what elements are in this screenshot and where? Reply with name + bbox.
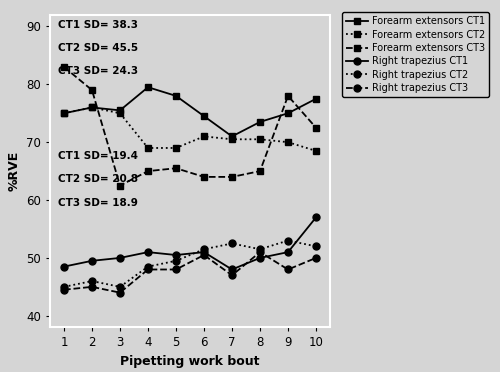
Text: CT2 SD= 20.8: CT2 SD= 20.8 xyxy=(58,174,138,184)
Text: CT1 SD= 38.3: CT1 SD= 38.3 xyxy=(58,20,138,29)
X-axis label: Pipetting work bout: Pipetting work bout xyxy=(120,355,260,368)
Text: CT2 SD= 45.5: CT2 SD= 45.5 xyxy=(58,43,138,53)
Text: CT3 SD= 18.9: CT3 SD= 18.9 xyxy=(58,198,138,208)
Text: CT3 SD= 24.3: CT3 SD= 24.3 xyxy=(58,67,138,76)
Legend: Forearm extensors CT1, Forearm extensors CT2, Forearm extensors CT3, Right trape: Forearm extensors CT1, Forearm extensors… xyxy=(342,12,488,97)
Y-axis label: %RVE: %RVE xyxy=(8,151,20,191)
Text: CT1 SD= 19.4: CT1 SD= 19.4 xyxy=(58,151,138,161)
